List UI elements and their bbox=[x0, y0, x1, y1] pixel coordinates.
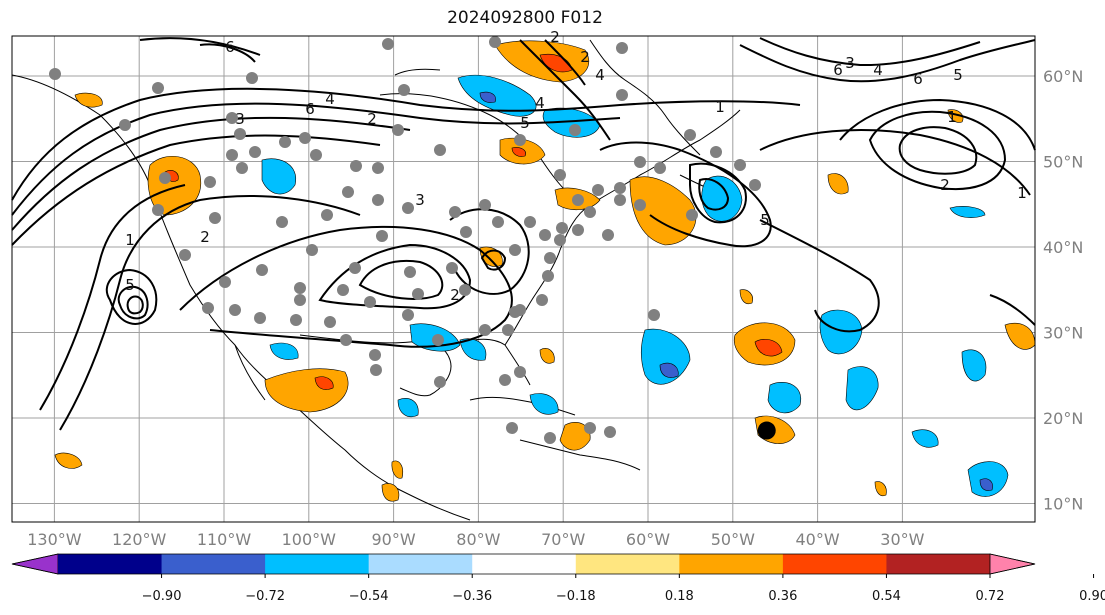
lat-tick-label: 50°N bbox=[1043, 153, 1083, 172]
colorbar-tick-label: −0.54 bbox=[349, 589, 389, 604]
colorbar-tick-label: 0.72 bbox=[976, 589, 1005, 604]
colorbar-segment bbox=[265, 554, 370, 574]
contour-label: 4 bbox=[535, 94, 545, 112]
contour-label: 2 bbox=[580, 48, 590, 66]
lon-tick-label: 80°W bbox=[456, 530, 500, 549]
colorbar-tick-labels: −0.90 −0.72 −0.54 −0.36 −0.18 0.18 0.36 0.54 0.7… bbox=[142, 574, 1105, 604]
lon-tick-label: 100°W bbox=[282, 530, 337, 549]
contour-label: 5 bbox=[520, 114, 530, 132]
contour-label: 2 bbox=[367, 110, 377, 128]
contour-label: 4 bbox=[325, 90, 335, 108]
storm-marker bbox=[757, 421, 776, 440]
colorbar-tick-label: −0.36 bbox=[452, 589, 492, 604]
contour-label: 6 bbox=[305, 100, 315, 118]
colorbar-segment bbox=[472, 554, 577, 574]
colorbar-tick-label: 0.54 bbox=[872, 589, 901, 604]
lon-tick-label: 60°W bbox=[626, 530, 670, 549]
contour-label: 5 bbox=[760, 211, 770, 229]
lon-tick-label: 40°W bbox=[796, 530, 840, 549]
lon-tick-label: 90°W bbox=[372, 530, 416, 549]
colorbar-tick-label: −0.18 bbox=[556, 589, 596, 604]
colorbar-segment bbox=[58, 554, 163, 574]
contour-lines bbox=[11, 37, 1036, 431]
colorbar-low-extend bbox=[11, 553, 59, 575]
contour-label: 6 bbox=[913, 70, 923, 88]
lon-tick-label: 110°W bbox=[197, 530, 252, 549]
colorbar-outline bbox=[11, 553, 1036, 575]
colorbar-tick-label: 0.36 bbox=[768, 589, 797, 604]
lat-tick-label: 10°N bbox=[1043, 495, 1083, 514]
colorbar-segment bbox=[886, 554, 991, 574]
colorbar-segment bbox=[575, 554, 680, 574]
lon-tick-label: 30°W bbox=[880, 530, 924, 549]
colorbar-tick-label: 0.18 bbox=[665, 589, 694, 604]
contour-label: 3 bbox=[845, 54, 855, 72]
lat-tick-label: 60°N bbox=[1043, 67, 1083, 86]
colorbar-tick-label: −0.90 bbox=[142, 589, 182, 604]
lon-tick-label: 120°W bbox=[112, 530, 167, 549]
lon-tick-label: 50°W bbox=[711, 530, 755, 549]
contour-label: 6 bbox=[225, 38, 235, 56]
lat-tick-label: 20°N bbox=[1043, 409, 1083, 428]
lon-tick-label: 70°W bbox=[541, 530, 585, 549]
colorbar-tick-label: 0.90 bbox=[1079, 589, 1105, 604]
contour-label: 1 bbox=[947, 108, 957, 126]
lat-tick-label: 40°N bbox=[1043, 238, 1083, 257]
colorbar-segment bbox=[679, 554, 784, 574]
longitude-labels: 130°W 120°W 110°W 100°W 90°W 80°W 70°W 60°W 50°W… bbox=[27, 530, 924, 549]
contour-label: 5 bbox=[125, 276, 135, 294]
lon-tick-label: 130°W bbox=[27, 530, 82, 549]
map-frame bbox=[11, 35, 1036, 523]
contour-label: 3 bbox=[235, 110, 245, 128]
contour-label: 2 bbox=[450, 286, 460, 304]
contour-label: 2 bbox=[550, 28, 560, 46]
contour-label: 4 bbox=[873, 61, 883, 79]
contour-label: 6 bbox=[833, 61, 843, 79]
contour-label: 2 bbox=[940, 176, 950, 194]
contour-label: 1 bbox=[125, 231, 135, 249]
station-dots bbox=[49, 36, 761, 444]
colorbar bbox=[11, 553, 1036, 575]
colorbar-segment bbox=[161, 554, 266, 574]
colorbar-segment bbox=[368, 554, 473, 574]
colorbar-high-extend bbox=[989, 553, 1036, 575]
latitude-labels: 10°N 20°N 30°N 40°N 50°N 60°N bbox=[1043, 67, 1083, 514]
chart-title: 2024092800 F012 bbox=[447, 8, 603, 28]
colorbar-tick-label: −0.72 bbox=[245, 589, 285, 604]
contour-label: 1 bbox=[1017, 184, 1027, 202]
contour-label: 1 bbox=[715, 98, 725, 116]
lat-tick-label: 30°N bbox=[1043, 324, 1083, 343]
contour-label: 3 bbox=[415, 191, 425, 209]
contour-label: 5 bbox=[953, 66, 963, 84]
contour-label: 4 bbox=[595, 66, 605, 84]
colorbar-segment bbox=[782, 554, 887, 574]
contour-label: 2 bbox=[200, 228, 210, 246]
